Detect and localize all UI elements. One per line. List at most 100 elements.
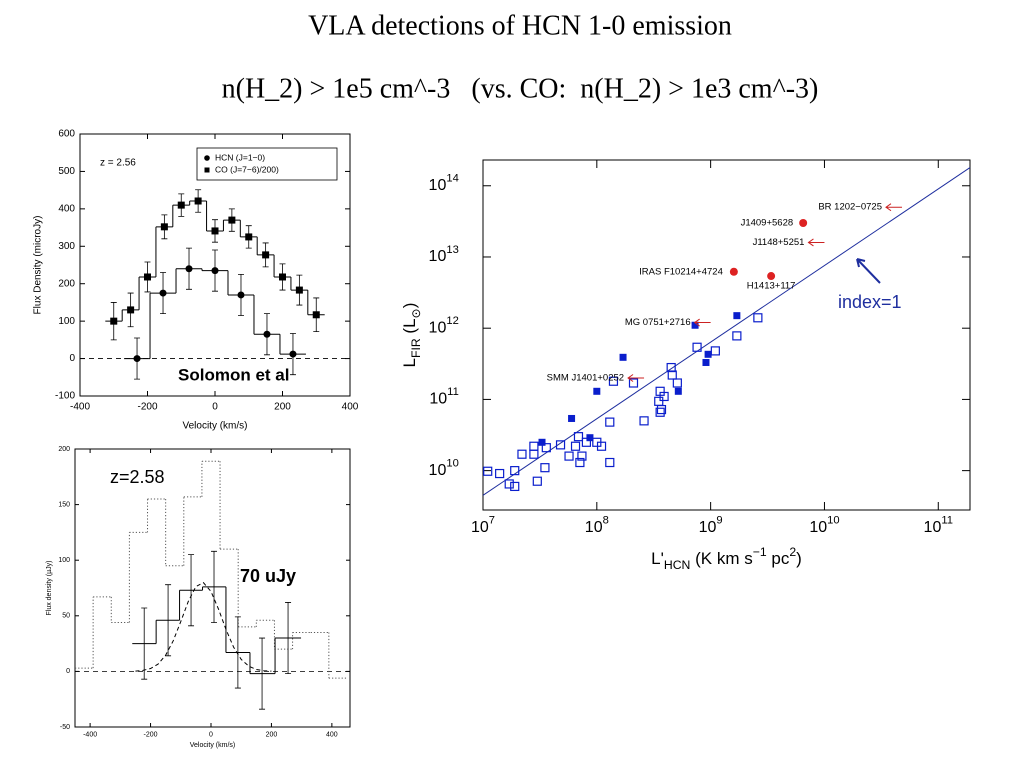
y-tick-label: 1013	[429, 244, 459, 265]
y-tick-label: 300	[58, 241, 75, 252]
error-bar	[259, 637, 266, 710]
point	[495, 468, 505, 479]
point	[564, 451, 574, 461]
x-tick-label: 400	[342, 402, 359, 413]
annotation: z=2.58	[110, 467, 165, 487]
y-tick-label: 100	[58, 557, 70, 564]
upper-limit	[807, 238, 825, 247]
point	[262, 251, 270, 259]
point	[110, 317, 118, 325]
legend-label: CO (J=7−6)/200)	[215, 164, 279, 174]
point	[702, 358, 710, 366]
axis-label-part: (K km s	[690, 549, 752, 568]
point	[639, 416, 649, 426]
point	[767, 272, 776, 281]
y-axis-label: Flux Density (microJy)	[33, 216, 44, 315]
y-tick-label: -50	[60, 724, 70, 731]
upper-limit	[693, 318, 711, 327]
point-label: H1413+117	[747, 281, 796, 292]
point	[279, 273, 286, 281]
point	[312, 311, 320, 319]
tick-exponent: 9	[716, 514, 722, 526]
point	[568, 414, 576, 422]
point	[729, 267, 738, 276]
y-tick-label: 500	[58, 166, 75, 177]
x-tick-label: 0	[209, 732, 213, 739]
point-label: IRAS F10214+4724	[639, 266, 723, 277]
point	[529, 441, 539, 451]
point	[570, 441, 581, 451]
y-tick-label: 1012	[429, 315, 459, 336]
point	[605, 417, 615, 427]
point	[510, 481, 520, 492]
axis-label-part: FIR	[409, 338, 423, 358]
annotation: index=1	[838, 292, 902, 312]
y-tick-label: 0	[69, 353, 75, 364]
annotation: 70 uJy	[240, 566, 296, 586]
point	[596, 441, 607, 451]
x-tick-label: 200	[266, 732, 278, 739]
x-tick-label: 109	[699, 514, 723, 535]
x-axis-label: Velocity (km/s)	[190, 742, 236, 749]
error-bar	[234, 616, 241, 689]
tick-exponent: 8	[603, 514, 609, 526]
point	[799, 218, 808, 227]
x-axis-label: Velocity (km/s)	[182, 421, 247, 432]
y-tick-label: 1014	[429, 173, 459, 194]
point	[655, 407, 665, 417]
point	[704, 350, 712, 358]
slide-title: VLA detections of HCN 1-0 emission	[308, 10, 732, 41]
legend-marker	[204, 155, 210, 161]
point-label: J1409+5628	[741, 218, 794, 229]
x-tick-label: -400	[70, 402, 90, 413]
error-bar	[285, 602, 292, 675]
point	[593, 387, 601, 395]
y-tick-label: 0	[66, 668, 70, 675]
index-arrow	[856, 258, 881, 284]
point	[532, 476, 542, 486]
x-axis-label: L'HCN (K km s−1 pc2)	[651, 545, 802, 572]
step-riser	[155, 586, 276, 674]
point	[581, 437, 592, 447]
point	[619, 353, 627, 361]
point	[504, 479, 514, 489]
annotation: Solomon et al	[178, 365, 289, 384]
tick-exponent: 11	[447, 386, 459, 398]
y-tick-label: 100	[58, 316, 75, 327]
x-tick-label: 108	[585, 514, 609, 535]
point	[185, 265, 193, 273]
point	[194, 197, 202, 205]
x-tick-label: -200	[137, 402, 157, 413]
y-tick-label: 1010	[429, 457, 459, 478]
point	[211, 267, 219, 275]
point	[628, 378, 639, 388]
step-riser	[149, 268, 281, 359]
axis-label-part: L	[400, 358, 419, 367]
point	[732, 331, 742, 341]
x-tick-label: 1010	[809, 514, 839, 535]
slide-subtitle: n(H_2) > 1e5 cm^-3 (vs. CO: n(H_2) > 1e3…	[222, 73, 819, 104]
annotation: z = 2.56	[100, 158, 136, 169]
point	[654, 396, 664, 406]
y-tick-label: 600	[58, 129, 75, 140]
point	[483, 466, 493, 476]
point	[692, 342, 702, 352]
point	[144, 273, 151, 281]
tick-exponent: 12	[446, 315, 458, 327]
point	[541, 443, 551, 453]
axis-label-part: −1	[753, 545, 767, 559]
error-bar	[165, 584, 172, 657]
x-tick-label: -400	[83, 732, 97, 739]
x-tick-label: -200	[144, 732, 158, 739]
axis-label-part: 2	[789, 545, 796, 559]
point	[656, 404, 667, 415]
point-label: BR 1202−0725	[818, 202, 882, 213]
plot-frame	[74, 448, 351, 728]
upper-limit	[627, 374, 645, 382]
y-tick-label: -100	[55, 391, 75, 402]
point	[608, 376, 619, 386]
point	[555, 440, 566, 450]
error-bar	[188, 554, 195, 627]
tick-exponent: 13	[446, 244, 458, 256]
y-tick-label: 200	[58, 278, 75, 289]
